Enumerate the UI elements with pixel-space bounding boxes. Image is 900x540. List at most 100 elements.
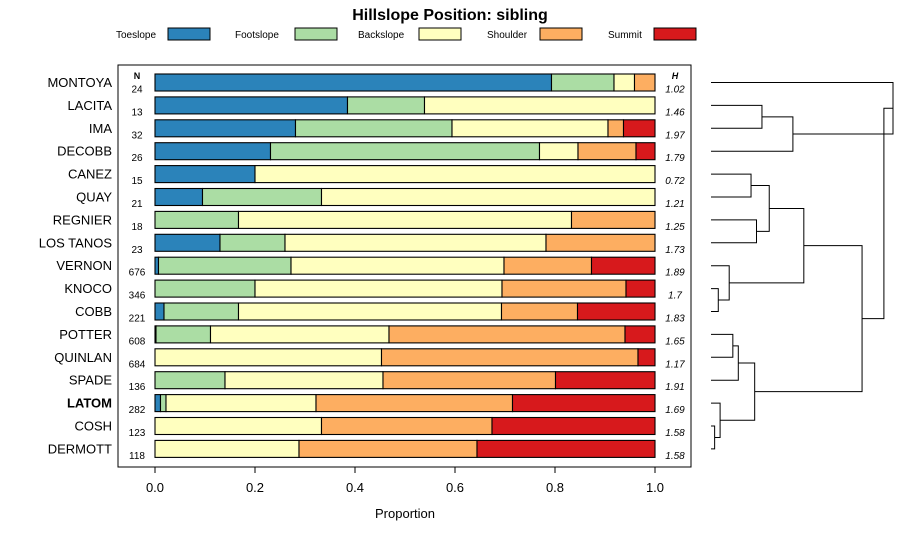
h-value: 1.65 bbox=[665, 336, 685, 347]
bar-segment-backslope bbox=[224, 371, 384, 390]
legend-label-toeslope: Toeslope bbox=[116, 30, 156, 41]
series-label: QUINLAN bbox=[54, 350, 112, 365]
n-value: 23 bbox=[131, 245, 143, 256]
dendrogram-link bbox=[711, 173, 752, 198]
n-value: 221 bbox=[129, 314, 146, 325]
bar-segment-backslope bbox=[613, 73, 636, 92]
series-label: COSH bbox=[74, 419, 112, 434]
bar-segment-toeslope bbox=[154, 119, 297, 138]
bar-segment-toeslope bbox=[154, 233, 221, 252]
row-latom: LATOM 282 1.69 bbox=[67, 394, 685, 416]
n-value: 13 bbox=[131, 107, 143, 118]
bar-segment-summit bbox=[622, 119, 656, 138]
row-cosh: COSH 123 1.58 bbox=[74, 416, 685, 439]
row-quay: QUAY 21 1.21 bbox=[76, 187, 685, 210]
bar-segment-backslope bbox=[209, 325, 390, 344]
bar-segment-shoulder bbox=[503, 256, 593, 275]
bar-segment-shoulder bbox=[501, 279, 627, 298]
bar-segment-shoulder bbox=[382, 371, 557, 390]
bar-segment-shoulder bbox=[545, 233, 656, 252]
bar-segment-toeslope bbox=[154, 302, 165, 321]
bar-segment-toeslope bbox=[154, 73, 553, 92]
n-value: 24 bbox=[131, 85, 143, 96]
bar-segment-shoulder bbox=[388, 325, 626, 344]
bar-segment-backslope bbox=[237, 210, 573, 229]
legend: Toeslope Footslope Backslope Shoulder Summit bbox=[116, 27, 697, 41]
n-value: 282 bbox=[129, 405, 146, 416]
bar-segment-toeslope bbox=[154, 394, 162, 413]
legend-swatch-summit bbox=[653, 27, 697, 41]
h-value: 1.89 bbox=[665, 268, 685, 279]
bar-segment-backslope bbox=[165, 394, 317, 413]
series-label: QUAY bbox=[76, 190, 112, 205]
row-decobb: DECOBB 26 1.79 bbox=[57, 142, 685, 164]
h-value: 1.58 bbox=[665, 428, 685, 439]
h-value: 1.97 bbox=[665, 130, 685, 141]
row-knoco: KNOCO 346 1.7 bbox=[64, 279, 682, 302]
n-value: 26 bbox=[131, 153, 143, 164]
row-cobb: COBB 221 1.83 bbox=[75, 302, 685, 325]
bar-segment-summit bbox=[637, 348, 656, 367]
row-canez: CANEZ 15 0.72 bbox=[68, 165, 685, 187]
h-value: 1.91 bbox=[665, 382, 684, 393]
h-value: 0.72 bbox=[665, 176, 685, 187]
series-label: LACITA bbox=[67, 98, 112, 113]
bar-segment-shoulder bbox=[500, 302, 579, 321]
bar-segment-shoulder bbox=[320, 416, 493, 436]
dendrogram-link bbox=[711, 425, 716, 450]
bar-segment-backslope bbox=[284, 233, 547, 252]
bar-segment-shoulder bbox=[570, 210, 656, 229]
bar-segment-footslope bbox=[294, 119, 453, 138]
x-tick-label: 0.0 bbox=[146, 480, 164, 495]
row-vernon: VERNON 676 1.89 bbox=[56, 256, 685, 279]
bar-segment-summit bbox=[590, 256, 656, 275]
h-value: 1.21 bbox=[665, 199, 684, 210]
bar-segment-footslope bbox=[155, 325, 212, 344]
bar-segment-summit bbox=[624, 325, 656, 344]
bar-segment-backslope bbox=[423, 96, 656, 115]
h-value: 1.17 bbox=[665, 359, 685, 370]
n-value: 346 bbox=[129, 291, 146, 302]
bar-segment-footslope bbox=[219, 233, 286, 252]
n-value: 136 bbox=[129, 382, 146, 393]
h-value: 1.46 bbox=[665, 107, 685, 118]
row-ima: IMA 32 1.97 bbox=[89, 119, 685, 141]
bar-segment-footslope bbox=[154, 210, 240, 229]
dendrogram-link bbox=[711, 82, 894, 135]
bar-segment-shoulder bbox=[633, 73, 656, 92]
legend-label-footslope: Footslope bbox=[235, 30, 279, 41]
bar-segment-summit bbox=[576, 302, 656, 321]
row-lacita: LACITA 13 1.46 bbox=[67, 96, 685, 118]
series-label: DERMOTT bbox=[48, 441, 112, 456]
bar-segment-backslope bbox=[154, 416, 323, 436]
legend-swatch-shoulder bbox=[539, 27, 583, 41]
dendrogram-link bbox=[711, 116, 794, 152]
legend-swatch-toeslope bbox=[167, 27, 211, 41]
n-value: 15 bbox=[131, 176, 143, 187]
bar-segment-footslope bbox=[201, 187, 323, 207]
x-tick-label: 1.0 bbox=[646, 480, 664, 495]
dendrogram-link bbox=[711, 104, 763, 129]
bar-segment-backslope bbox=[451, 119, 609, 138]
n-value: 32 bbox=[131, 130, 143, 141]
row-quinlan: QUINLAN 684 1.17 bbox=[54, 348, 685, 370]
row-dermott: DERMOTT 118 1.58 bbox=[48, 439, 685, 462]
bar-segment-shoulder bbox=[380, 348, 639, 367]
bar-segment-summit bbox=[554, 371, 656, 390]
h-value: 1.25 bbox=[665, 222, 685, 233]
h-value: 1.7 bbox=[668, 291, 682, 302]
row-spade: SPADE 136 1.91 bbox=[69, 371, 685, 393]
bar-segment-shoulder bbox=[298, 439, 478, 458]
legend-label-backslope: Backslope bbox=[358, 30, 405, 41]
bar-segment-summit bbox=[476, 439, 656, 458]
bar-segment-shoulder bbox=[315, 394, 514, 413]
h-value: 1.73 bbox=[665, 245, 685, 256]
series-label: LOS TANOS bbox=[39, 235, 113, 250]
bar-segment-backslope bbox=[237, 302, 503, 321]
dendrogram-link bbox=[862, 107, 893, 320]
dendrogram-link bbox=[711, 402, 721, 438]
h-value: 1.02 bbox=[665, 85, 685, 96]
series-label: REGNIER bbox=[53, 212, 112, 227]
x-tick-label: 0.8 bbox=[546, 480, 564, 495]
